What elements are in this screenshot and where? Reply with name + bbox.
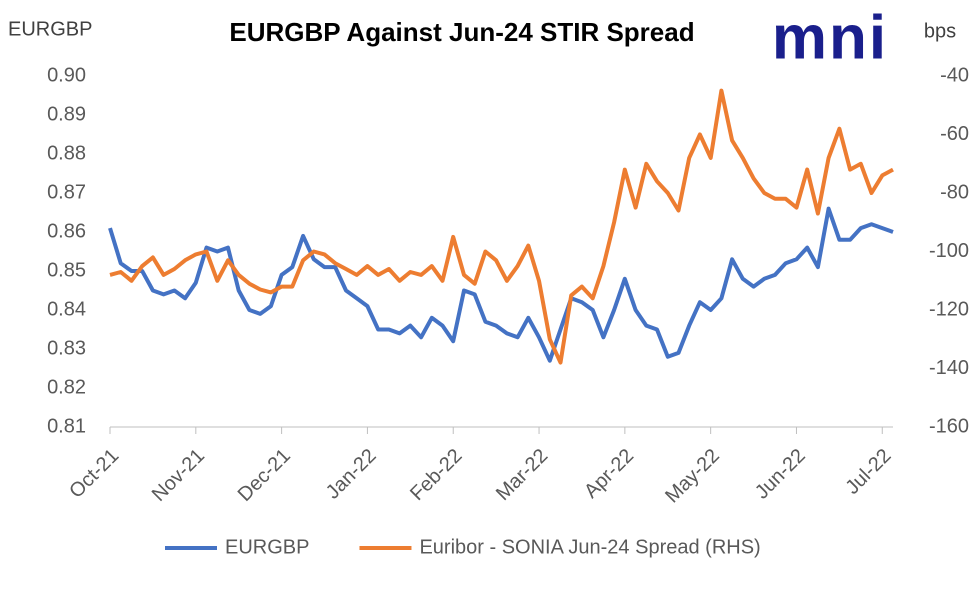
y-tick-label: 0.81 [47, 415, 86, 437]
legend-label: Euribor - SONIA Jun-24 Spread (RHS) [419, 536, 760, 558]
x-tick-label: Apr-22 [580, 445, 638, 503]
chart-title: EURGBP Against Jun-24 STIR Spread [229, 17, 694, 47]
y2-tick-label: -60 [940, 123, 969, 145]
y-tick-label: 0.85 [47, 259, 86, 281]
y-tick-label: 0.83 [47, 337, 86, 359]
y2-axis-label: bps [924, 20, 956, 42]
y-tick-label: 0.87 [47, 181, 86, 203]
y2-tick-label: -160 [929, 415, 969, 437]
y-tick-label: 0.89 [47, 103, 86, 125]
x-tick-label: Mar-22 [492, 445, 552, 505]
y2-tick-label: -40 [940, 64, 969, 86]
y2-tick-label: -100 [929, 240, 969, 262]
y-tick-label: 0.82 [47, 376, 86, 398]
y-tick-label: 0.86 [47, 220, 86, 242]
x-tick-label: Nov-21 [148, 445, 209, 506]
y2-tick-label: -120 [929, 298, 969, 320]
series-line [109, 88, 894, 365]
x-tick-label: Jul-22 [841, 445, 895, 499]
y-tick-label: 0.88 [47, 142, 86, 164]
legend-label: EURGBP [225, 536, 309, 558]
y2-tick-label: -140 [929, 357, 969, 379]
series-line [108, 206, 894, 363]
x-tick-label: May-22 [661, 445, 724, 508]
x-tick-label: Oct-21 [65, 445, 123, 503]
y2-tick-label: -80 [940, 181, 969, 203]
x-tick-label: Jun-22 [751, 445, 810, 504]
y-tick-label: 0.84 [47, 298, 86, 320]
logo: mni [772, 3, 888, 72]
x-tick-label: Feb-22 [406, 445, 466, 505]
y-tick-label: 0.90 [47, 64, 86, 86]
y-axis-label: EURGBP [8, 18, 92, 40]
x-tick-label: Dec-21 [234, 445, 295, 506]
x-tick-label: Jan-22 [322, 445, 381, 504]
